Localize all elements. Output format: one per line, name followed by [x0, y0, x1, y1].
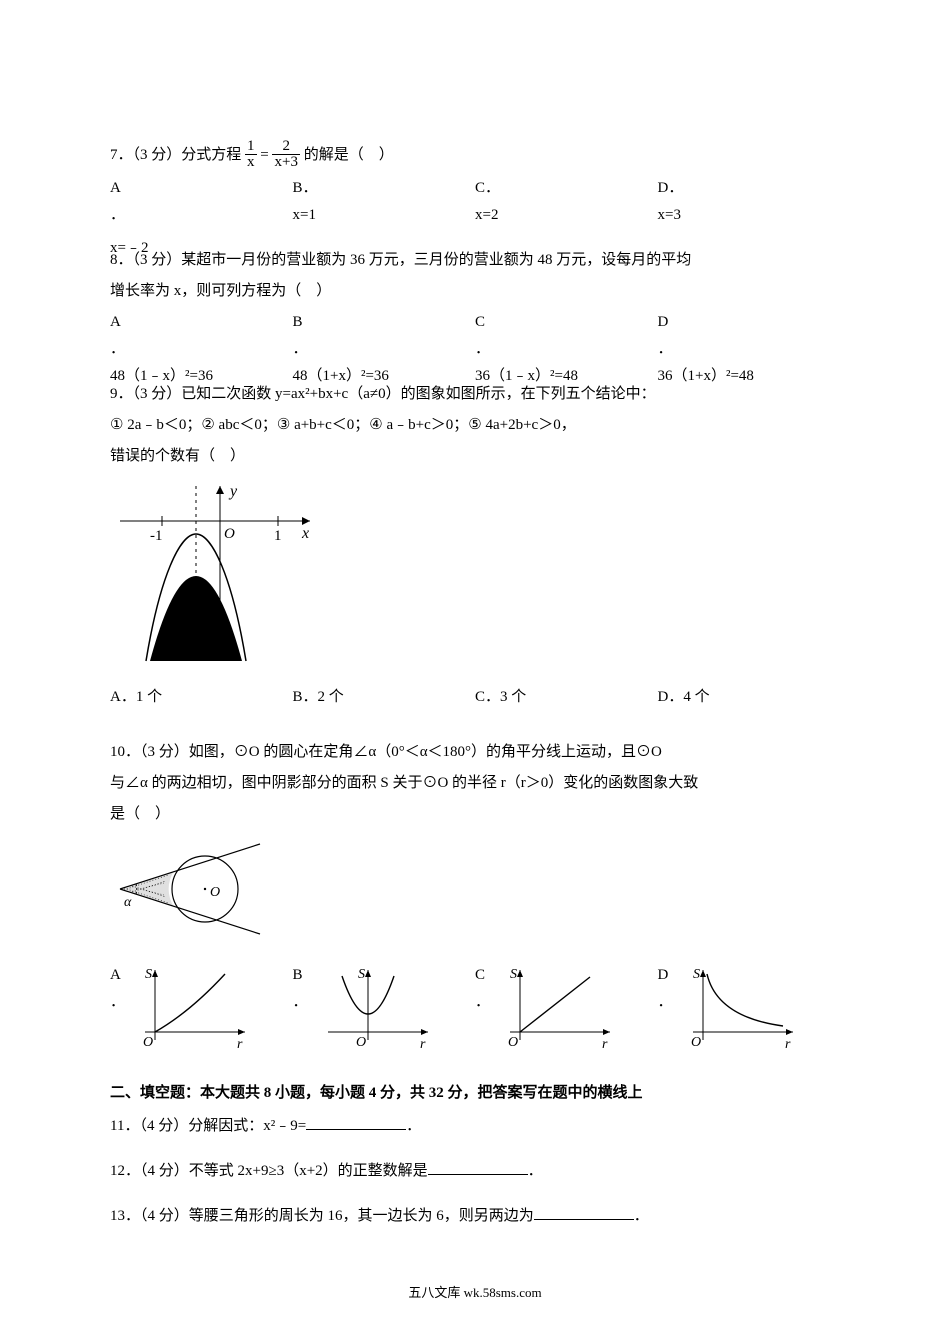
q9-line3: 错误的个数有（ ）: [110, 443, 840, 470]
q8-line1: 8．（3 分）某超市一月份的营业额为 36 万元，三月份的营业额为 48 万元，…: [110, 247, 840, 274]
q10-line3: 是（ ）: [110, 801, 840, 828]
page-footer: 五八文库 wk.58sms.com: [0, 1281, 950, 1304]
q7-suffix: 的解是（ ）: [304, 147, 394, 163]
q9-opt-b-label: B．: [293, 689, 318, 705]
q13-prefix: 13．（4 分）等腰三角形的周长为 16，其一边长为 6，则另两边为: [110, 1208, 534, 1224]
q11-suffix: ．: [406, 1118, 421, 1134]
q10-line2: 与∠α 的两边相切，图中阴影部分的面积 S 关于⊙O 的半径 r（r＞0）变化的…: [110, 770, 840, 797]
q8-opt-d: 36（1+x）²=48: [658, 363, 841, 390]
q7-opt-b-label: B．: [293, 175, 476, 202]
q7-options: A． x=﹣2 B．x=1 C．x=2 D．x=3: [110, 175, 840, 219]
q9-figure: y x O 1 -1: [110, 476, 840, 676]
question-13: 13．（4 分）等腰三角形的周长为 16，其一边长为 6，则另两边为 ．: [110, 1203, 840, 1230]
q9-opt-c: 3 个: [500, 689, 526, 705]
svg-text:S: S: [358, 967, 365, 982]
svg-text:S: S: [510, 967, 517, 982]
q10-opt-b-label: B．: [293, 962, 308, 1016]
q7-frac-right: 2 x+3: [272, 139, 299, 170]
q12-blank: [428, 1159, 528, 1176]
q9-xpos: 1: [274, 528, 282, 544]
q13-suffix: ．: [634, 1208, 649, 1224]
q10-opt-a-graph: S r O: [125, 962, 255, 1052]
q7-frac-left: 1 x: [245, 139, 257, 170]
question-10: 10．（3 分）如图，⊙O 的圆心在定角∠α（0°＜α＜180°）的角平分线上运…: [110, 739, 840, 1052]
q12-suffix: ．: [528, 1163, 543, 1179]
q9-opt-b: 2 个: [318, 689, 344, 705]
q10-opt-c-graph: S r O: [490, 962, 620, 1052]
question-11: 11．（4 分）分解因式：x²﹣9= ．: [110, 1113, 840, 1140]
q10-line1: 10．（3 分）如图，⊙O 的圆心在定角∠α（0°＜α＜180°）的角平分线上运…: [110, 739, 840, 766]
q11-prefix: 11．（4 分）分解因式：x²﹣9=: [110, 1118, 306, 1134]
q10-figure: O α: [110, 834, 840, 954]
svg-text:O: O: [508, 1035, 518, 1050]
question-8: 8．（3 分）某超市一月份的营业额为 36 万元，三月份的营业额为 48 万元，…: [110, 247, 840, 353]
q9-options: A．1 个 B．2 个 C．3 个 D．4 个: [110, 684, 840, 711]
q9-origin: O: [224, 526, 235, 542]
svg-text:O: O: [691, 1035, 701, 1050]
q9-opt-d: 4 个: [683, 689, 709, 705]
svg-text:O: O: [143, 1035, 153, 1050]
q8-opt-a-label: A．: [110, 309, 293, 363]
svg-text:r: r: [420, 1037, 426, 1052]
q7-equals: =: [260, 147, 268, 163]
q9-opt-d-label: D．: [658, 689, 684, 705]
q9-opt-c-label: C．: [475, 689, 500, 705]
svg-text:O: O: [356, 1035, 366, 1050]
q10-options: A． S r O B． S r O: [110, 962, 840, 1052]
svg-text:S: S: [693, 967, 700, 982]
q7-opt-a-label: A．: [110, 175, 128, 229]
question-9: 9．（3 分）已知二次函数 y=ax²+bx+c（a≠0）的图象如图所示，在下列…: [110, 381, 840, 711]
q9-opt-a: 1 个: [136, 689, 162, 705]
q11-blank: [306, 1114, 406, 1131]
q8-opt-b-label: B．: [293, 309, 476, 363]
q10-opt-c-label: C．: [475, 962, 490, 1016]
q8-options: A． 48（1﹣x）²=36 B． 48（1+x）²=36 C． 36（1﹣x）…: [110, 309, 840, 353]
section-2-title: 二、填空题：本大题共 8 小题，每小题 4 分，共 32 分，把答案写在题中的横…: [110, 1080, 840, 1107]
q12-prefix: 12．（4 分）不等式 2x+9≥3（x+2）的正整数解是: [110, 1163, 428, 1179]
q10-angle-svg: O α: [110, 834, 280, 944]
q7-opt-b: x=1: [293, 202, 476, 229]
q10-opt-d-label: D．: [658, 962, 673, 1016]
q9-ylabel: y: [228, 483, 238, 500]
q10-alpha: α: [124, 895, 132, 910]
q7-prefix: 7．（3 分）分式方程: [110, 147, 241, 163]
q9-opt-a-label: A．: [110, 689, 136, 705]
q8-line2: 增长率为 x，则可列方程为（ ）: [110, 278, 840, 305]
q7-opt-d-label: D．: [658, 175, 841, 202]
svg-text:r: r: [785, 1037, 791, 1052]
q9-xlabel: x: [301, 525, 309, 542]
question-7: 7．（3 分）分式方程 1 x = 2 x+3 的解是（ ） A． x=﹣2 B…: [110, 140, 840, 219]
q7-text: 7．（3 分）分式方程 1 x = 2 x+3 的解是（ ）: [110, 140, 840, 171]
q7-opt-c: x=2: [475, 202, 658, 229]
q10-opt-a-label: A．: [110, 962, 125, 1016]
svg-text:S: S: [145, 967, 152, 982]
q9-line2: ① 2a﹣b＜0；② abc＜0；③ a+b+c＜0；④ a﹣b+c＞0；⑤ 4…: [110, 412, 840, 439]
svg-text:r: r: [602, 1037, 608, 1052]
question-12: 12．（4 分）不等式 2x+9≥3（x+2）的正整数解是 ．: [110, 1158, 840, 1185]
q7-opt-c-label: C．: [475, 175, 658, 202]
q10-opt-b-graph: S r O: [308, 962, 438, 1052]
q8-opt-d-label: D．: [658, 309, 841, 363]
q10-opt-d-graph: S r O: [673, 962, 803, 1052]
q9-xneg: -1: [150, 528, 163, 544]
q9-parabola-svg: y x O 1 -1: [110, 476, 330, 666]
svg-text:r: r: [237, 1037, 243, 1052]
q7-opt-d: x=3: [658, 202, 841, 229]
q10-O: O: [210, 885, 220, 900]
q13-blank: [534, 1204, 634, 1221]
q8-opt-c-label: C．: [475, 309, 658, 363]
